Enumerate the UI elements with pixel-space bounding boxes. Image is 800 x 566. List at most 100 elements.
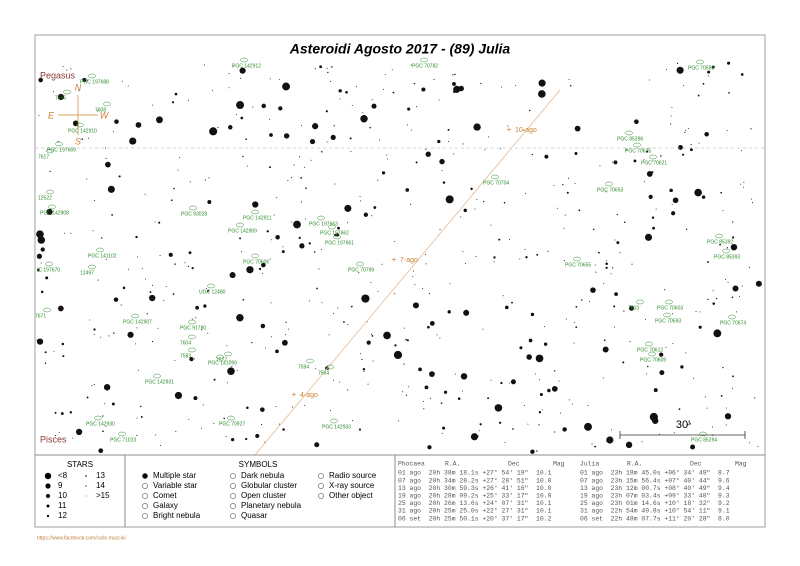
star <box>645 150 649 153</box>
star <box>372 360 374 362</box>
star <box>202 404 204 406</box>
star <box>293 220 301 229</box>
star <box>715 297 718 300</box>
star <box>359 196 361 198</box>
star <box>407 107 411 111</box>
galaxy-label: PGC 70612 <box>637 347 663 353</box>
star <box>519 258 521 260</box>
galaxy-label: 12522 <box>38 195 52 201</box>
legend-star <box>46 494 50 498</box>
star <box>361 358 363 361</box>
star <box>493 256 496 259</box>
star <box>333 379 335 381</box>
star <box>394 241 396 243</box>
galaxy-label: PGC 70609 <box>640 357 666 363</box>
compass-label: W <box>100 110 110 120</box>
star <box>563 227 565 229</box>
star <box>408 386 410 388</box>
star <box>269 133 273 137</box>
star <box>264 347 266 349</box>
star <box>347 222 349 224</box>
star <box>740 183 742 185</box>
galaxy <box>722 248 730 254</box>
star <box>158 221 161 224</box>
galaxy <box>240 57 248 63</box>
star <box>750 128 752 130</box>
galaxy <box>188 319 196 325</box>
legend-label: 13 <box>96 471 105 480</box>
star <box>193 358 195 360</box>
legend-star <box>45 483 51 489</box>
star <box>707 70 711 74</box>
star <box>574 125 581 132</box>
star <box>581 299 583 301</box>
star <box>394 344 397 347</box>
star <box>510 379 516 385</box>
star <box>707 75 709 77</box>
galaxy-label: 12497 <box>80 270 94 276</box>
galaxy <box>46 189 54 195</box>
star <box>101 237 103 239</box>
star <box>141 268 143 270</box>
star <box>105 147 107 149</box>
star <box>105 425 107 427</box>
title-background <box>200 40 600 60</box>
star <box>207 200 212 205</box>
date-label: 7-ago <box>400 257 418 264</box>
star <box>683 85 685 87</box>
star <box>440 402 443 405</box>
star <box>387 158 389 160</box>
galaxy-label: 7577 <box>216 357 227 363</box>
star <box>309 300 311 302</box>
star <box>111 213 113 216</box>
star <box>149 294 156 302</box>
star <box>54 411 57 414</box>
star <box>107 185 115 193</box>
table-header: Dec <box>508 461 520 468</box>
star <box>448 140 450 142</box>
star <box>644 233 653 241</box>
star <box>314 442 320 448</box>
table-header: Julia <box>580 461 599 468</box>
star <box>189 181 191 183</box>
star <box>605 191 607 193</box>
star <box>378 139 380 141</box>
star <box>136 327 138 329</box>
star <box>258 267 262 271</box>
star <box>44 362 47 365</box>
star <box>38 115 40 117</box>
star <box>179 157 181 159</box>
legend-label: Planetary nebula <box>241 501 302 510</box>
star <box>310 159 312 161</box>
star <box>526 354 532 360</box>
star <box>719 243 721 246</box>
star <box>531 153 533 156</box>
star <box>303 166 305 168</box>
star <box>70 232 72 234</box>
star <box>207 290 210 293</box>
star <box>330 410 332 412</box>
star <box>252 201 259 208</box>
star <box>266 230 269 233</box>
date-label: 4-ago <box>300 392 318 399</box>
star <box>493 261 495 263</box>
star <box>706 407 708 409</box>
star <box>538 411 542 414</box>
legend-label: 12 <box>58 511 67 520</box>
star <box>442 181 446 184</box>
star <box>669 123 672 125</box>
star <box>55 435 57 437</box>
compass-label: N <box>75 82 82 92</box>
legend-symbol <box>230 513 236 519</box>
star <box>643 181 645 183</box>
star <box>524 248 526 250</box>
table-header: R.A. <box>627 461 642 468</box>
star <box>57 305 64 312</box>
star <box>223 417 225 420</box>
star <box>157 327 159 329</box>
star <box>371 333 373 335</box>
star <box>701 195 706 199</box>
star <box>634 119 639 125</box>
star <box>282 428 285 431</box>
star <box>603 339 606 342</box>
